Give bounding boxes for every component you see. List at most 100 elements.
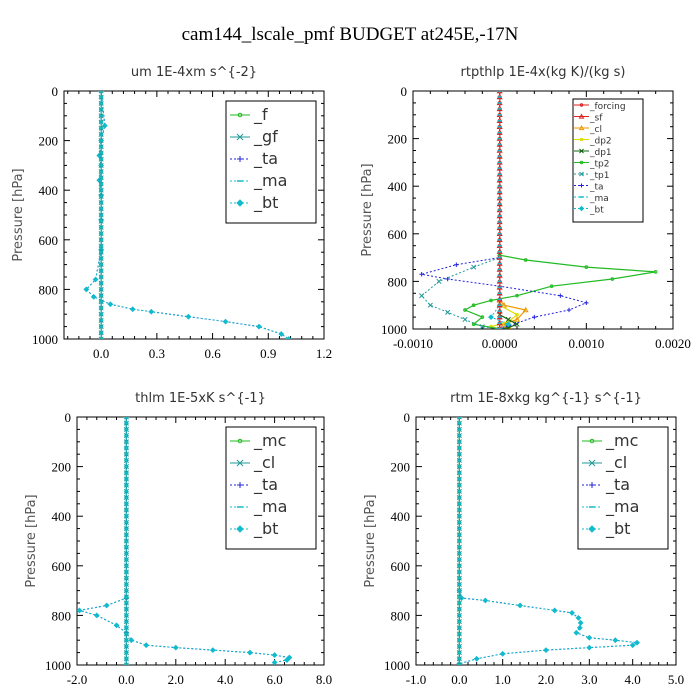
data-point bbox=[107, 301, 114, 308]
panel-4: rtm 1E-8xkg kg^{-1} s^{-1} Pressure [hPa]… bbox=[363, 391, 684, 687]
data-point bbox=[499, 650, 506, 657]
data-point bbox=[549, 284, 554, 288]
legend-entry: _ma bbox=[605, 497, 639, 517]
x-tick-label: -0.0010 bbox=[393, 336, 433, 351]
data-point bbox=[482, 597, 489, 604]
legend-marker bbox=[237, 156, 243, 162]
x-tick-label: 0.0010 bbox=[568, 336, 604, 351]
legend-entry: _mc bbox=[253, 431, 286, 451]
data-point bbox=[653, 270, 658, 274]
data-point bbox=[83, 286, 90, 293]
y-tick-label: 400 bbox=[388, 179, 408, 194]
legend-entry: _bt bbox=[589, 206, 604, 216]
y-tick-label: 200 bbox=[391, 460, 411, 475]
data-point bbox=[436, 278, 442, 284]
data-point bbox=[471, 264, 477, 270]
data-point bbox=[634, 639, 640, 646]
series-bt bbox=[456, 417, 640, 665]
y-tick-label: 200 bbox=[39, 134, 59, 149]
x-tick-label: -2.0 bbox=[67, 672, 88, 687]
panel-title: rtpthlp 1E-4x(kg K)/(kg s) bbox=[461, 65, 626, 80]
legend-marker bbox=[237, 482, 243, 488]
legend-entry: _ta bbox=[253, 475, 278, 495]
data-point bbox=[427, 302, 433, 308]
y-tick-label: 800 bbox=[39, 282, 59, 297]
y-tick-label: 800 bbox=[391, 608, 411, 623]
x-tick-label: 0.0 bbox=[118, 672, 134, 687]
legend-marker bbox=[578, 124, 585, 131]
legend-marker bbox=[578, 205, 585, 212]
data-point bbox=[101, 122, 108, 129]
legend: _mc_cl_ta_ma_bt bbox=[225, 426, 317, 550]
data-point bbox=[172, 644, 179, 651]
data-point bbox=[500, 321, 508, 327]
x-tick-label: 0.0000 bbox=[482, 336, 518, 351]
data-point bbox=[271, 652, 278, 658]
y-tick-label: 200 bbox=[388, 132, 408, 147]
x-tick-label: 1.2 bbox=[316, 346, 332, 361]
legend-marker bbox=[579, 137, 584, 142]
data-point bbox=[566, 307, 572, 313]
legend-entry: _ta bbox=[253, 149, 278, 169]
legend-marker bbox=[588, 459, 596, 467]
panel-2: rtpthlp 1E-4x(kg K)/(kg s) Pressure [hPa]… bbox=[360, 65, 691, 351]
data-point bbox=[209, 647, 216, 654]
data-point bbox=[456, 662, 462, 665]
x-tick-label: 0.6 bbox=[204, 346, 221, 361]
data-point bbox=[505, 316, 511, 323]
data-point bbox=[515, 312, 519, 317]
data-point bbox=[497, 326, 503, 329]
legend-marker bbox=[237, 438, 243, 444]
y-tick-label: 200 bbox=[52, 460, 72, 475]
legend-marker bbox=[578, 113, 585, 119]
series-line bbox=[463, 91, 656, 329]
y-tick-label: 600 bbox=[391, 559, 411, 574]
data-point bbox=[586, 634, 593, 641]
data-point bbox=[489, 298, 493, 303]
x-tick-label: -1.0 bbox=[406, 672, 427, 687]
legend: _f_gf_ta_ma_bt bbox=[225, 100, 317, 224]
legend-entry: _ma bbox=[253, 171, 287, 191]
y-axis-label: Pressure [hPa] bbox=[360, 163, 375, 256]
data-point bbox=[77, 607, 83, 614]
data-point bbox=[445, 309, 451, 315]
y-axis-label: Pressure [hPa] bbox=[24, 494, 39, 587]
x-tick-label: 0.0 bbox=[451, 672, 467, 687]
data-point bbox=[445, 276, 450, 282]
data-point bbox=[148, 308, 155, 315]
y-tick-label: 1000 bbox=[384, 658, 410, 673]
legend-marker bbox=[236, 459, 244, 467]
data-point bbox=[463, 308, 467, 312]
data-point bbox=[517, 602, 523, 609]
data-point bbox=[128, 637, 135, 644]
y-tick-label: 0 bbox=[404, 410, 411, 425]
data-point bbox=[113, 622, 120, 629]
y-tick-label: 0 bbox=[52, 84, 59, 99]
data-point bbox=[90, 293, 97, 300]
series-tp1 bbox=[419, 91, 503, 329]
data-point bbox=[551, 607, 558, 614]
data-point bbox=[569, 610, 575, 616]
legend-marker bbox=[589, 438, 595, 444]
x-tick-label: 3.0 bbox=[581, 672, 597, 687]
data-point bbox=[98, 91, 104, 94]
y-tick-label: 600 bbox=[388, 227, 408, 242]
legend-marker bbox=[236, 525, 244, 533]
y-tick-label: 800 bbox=[388, 274, 408, 289]
x-tick-label: 0.0 bbox=[93, 346, 109, 361]
legend-marker bbox=[579, 103, 584, 107]
series-ma bbox=[497, 91, 502, 329]
y-tick-label: 1000 bbox=[45, 658, 71, 673]
legend-entry: _bt bbox=[253, 193, 278, 213]
legend-entry: _ta bbox=[605, 475, 630, 495]
legend-entry: _ta bbox=[589, 183, 604, 193]
panels: um 1E-4xm s^{-2} Pressure [hPa] 0.0 0.3 0.6 0… bbox=[11, 65, 691, 687]
legend-marker bbox=[579, 148, 584, 154]
data-point bbox=[285, 336, 292, 339]
legend-entry: _mc bbox=[605, 431, 638, 451]
legend-marker bbox=[236, 199, 244, 207]
x-tick-label: 0.9 bbox=[260, 346, 276, 361]
legend-entry: _bt bbox=[605, 519, 630, 539]
y-tick-label: 0 bbox=[401, 84, 408, 99]
legend-entry: _ma bbox=[589, 194, 609, 204]
